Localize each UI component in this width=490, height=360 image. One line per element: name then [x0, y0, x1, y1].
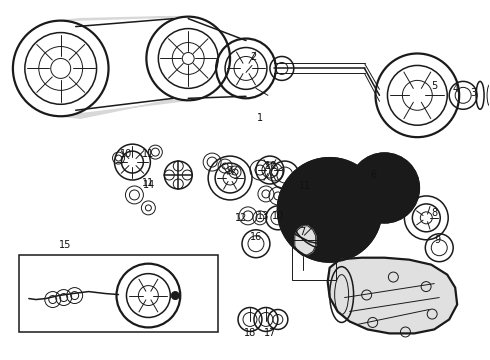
Polygon shape — [61, 17, 188, 21]
Text: 13: 13 — [257, 211, 269, 221]
Polygon shape — [295, 226, 316, 256]
Text: 7: 7 — [300, 227, 306, 237]
Polygon shape — [328, 258, 457, 333]
Text: 10: 10 — [121, 149, 133, 159]
Text: 16: 16 — [250, 232, 262, 242]
Text: 18: 18 — [244, 328, 256, 338]
Text: 11: 11 — [142, 149, 154, 159]
Text: 1: 1 — [257, 113, 263, 123]
Circle shape — [349, 153, 419, 223]
Text: 9: 9 — [226, 166, 232, 176]
Text: 8: 8 — [431, 208, 438, 218]
Text: 14: 14 — [143, 180, 155, 190]
Bar — [19, 255, 218, 332]
Bar — [292, 240, 336, 280]
Text: 5: 5 — [431, 81, 438, 91]
Text: 4: 4 — [452, 84, 458, 94]
Polygon shape — [61, 100, 188, 118]
Text: 6: 6 — [370, 170, 376, 180]
Text: 10: 10 — [272, 211, 284, 221]
Circle shape — [172, 292, 179, 300]
Text: 10: 10 — [265, 161, 277, 171]
Text: 15: 15 — [58, 240, 71, 250]
Text: 9: 9 — [434, 235, 441, 245]
Text: 2: 2 — [250, 53, 256, 63]
Text: 11: 11 — [142, 178, 154, 188]
Text: 11: 11 — [298, 181, 311, 191]
Text: 3: 3 — [470, 88, 476, 98]
Text: 17: 17 — [264, 328, 276, 338]
Text: 12: 12 — [235, 213, 247, 223]
Circle shape — [278, 158, 382, 262]
